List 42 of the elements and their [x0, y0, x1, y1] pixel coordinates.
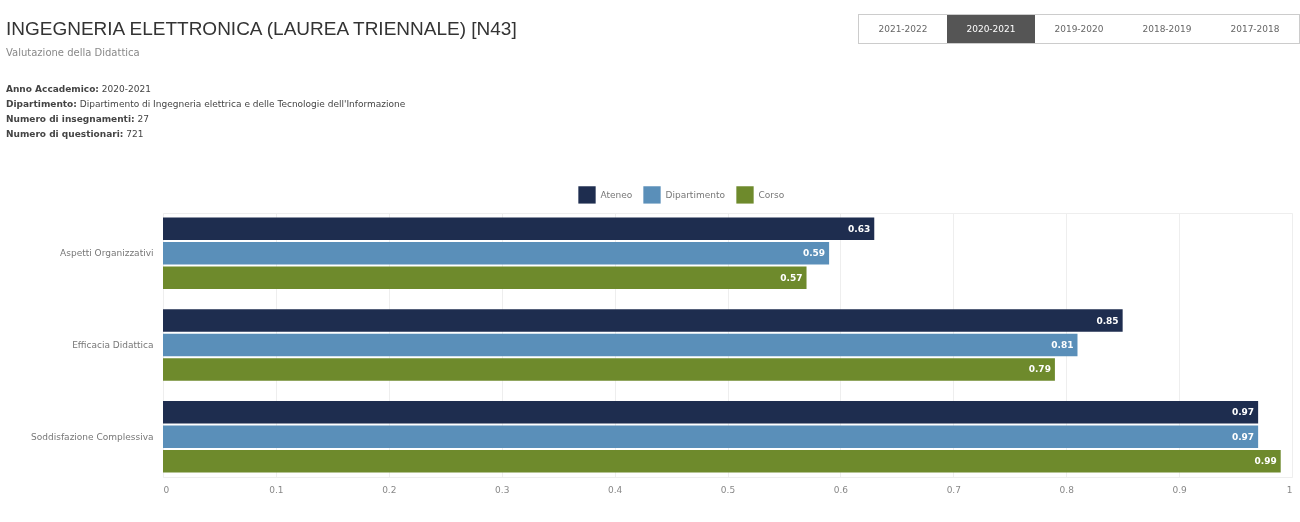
text: Anno Accademico: 2020-2021: [6, 83, 152, 96]
data-label: 0.59: [802, 248, 826, 259]
data-label: 0.81: [1051, 340, 1074, 350]
x-tick-label: 0.9: [1172, 484, 1188, 495]
bar: [163, 333, 1078, 357]
data-label: 0.63: [848, 223, 871, 234]
x-tick-label: 1: [1286, 484, 1293, 495]
x-tick-label: 0: [163, 484, 170, 495]
text: Dipartimento: Dipartimento di Ingegneria elettrica e delle Tecnologie dell'Informazione: [6, 98, 406, 111]
x-tick-label: 0.4: [607, 484, 623, 495]
bar: [163, 358, 1055, 381]
x-tick-label: 0.6: [833, 484, 849, 495]
legend-label: Corso: [758, 189, 785, 200]
bar: [163, 266, 807, 290]
y-tick-label: Efficacia Didattica: [72, 340, 154, 350]
data-label: 0.79: [1028, 364, 1051, 375]
x-tick-label: 0.5: [720, 484, 736, 495]
data-label: 0.99: [1254, 456, 1277, 467]
text: Numero di insegnamenti: 27: [6, 113, 150, 126]
data-label: 0.97: [1231, 431, 1255, 442]
bar: [163, 400, 1259, 424]
bar: [163, 217, 875, 241]
x-tick-label: 0.7: [946, 484, 961, 495]
bar: [163, 309, 1123, 332]
data-label: 0.85: [1096, 315, 1119, 326]
x-tick-label: 0.8: [1059, 484, 1075, 495]
bar: [163, 242, 830, 265]
x-tick-label: 0.2: [382, 484, 397, 495]
bar: [163, 449, 1281, 473]
year-tabs: 2021-2022 2020-2021 2019-2020 2018-2019 2017-2018: [858, 14, 1300, 44]
x-tick-label: 0.3: [495, 484, 510, 495]
y-tick-label: Aspetti Organizzativi: [60, 248, 154, 259]
text: Numero di questionari: 721: [6, 128, 145, 141]
bar: [163, 425, 1259, 448]
legend-label: Ateneo: [600, 189, 633, 200]
x-tick-label: 0.1: [269, 484, 284, 495]
text: Valutazione della Didattica: [6, 47, 140, 58]
y-tick-label: Soddisfazione Complessiva: [31, 431, 154, 442]
legend-label: Dipartimento: [665, 189, 726, 200]
data-label: 0.57: [780, 272, 803, 283]
chart-title: INGEGNERIA ELETTRONICA (LAUREA TRIENNALE) [N43]: [6, 18, 517, 40]
data-label: 0.97: [1231, 407, 1255, 418]
